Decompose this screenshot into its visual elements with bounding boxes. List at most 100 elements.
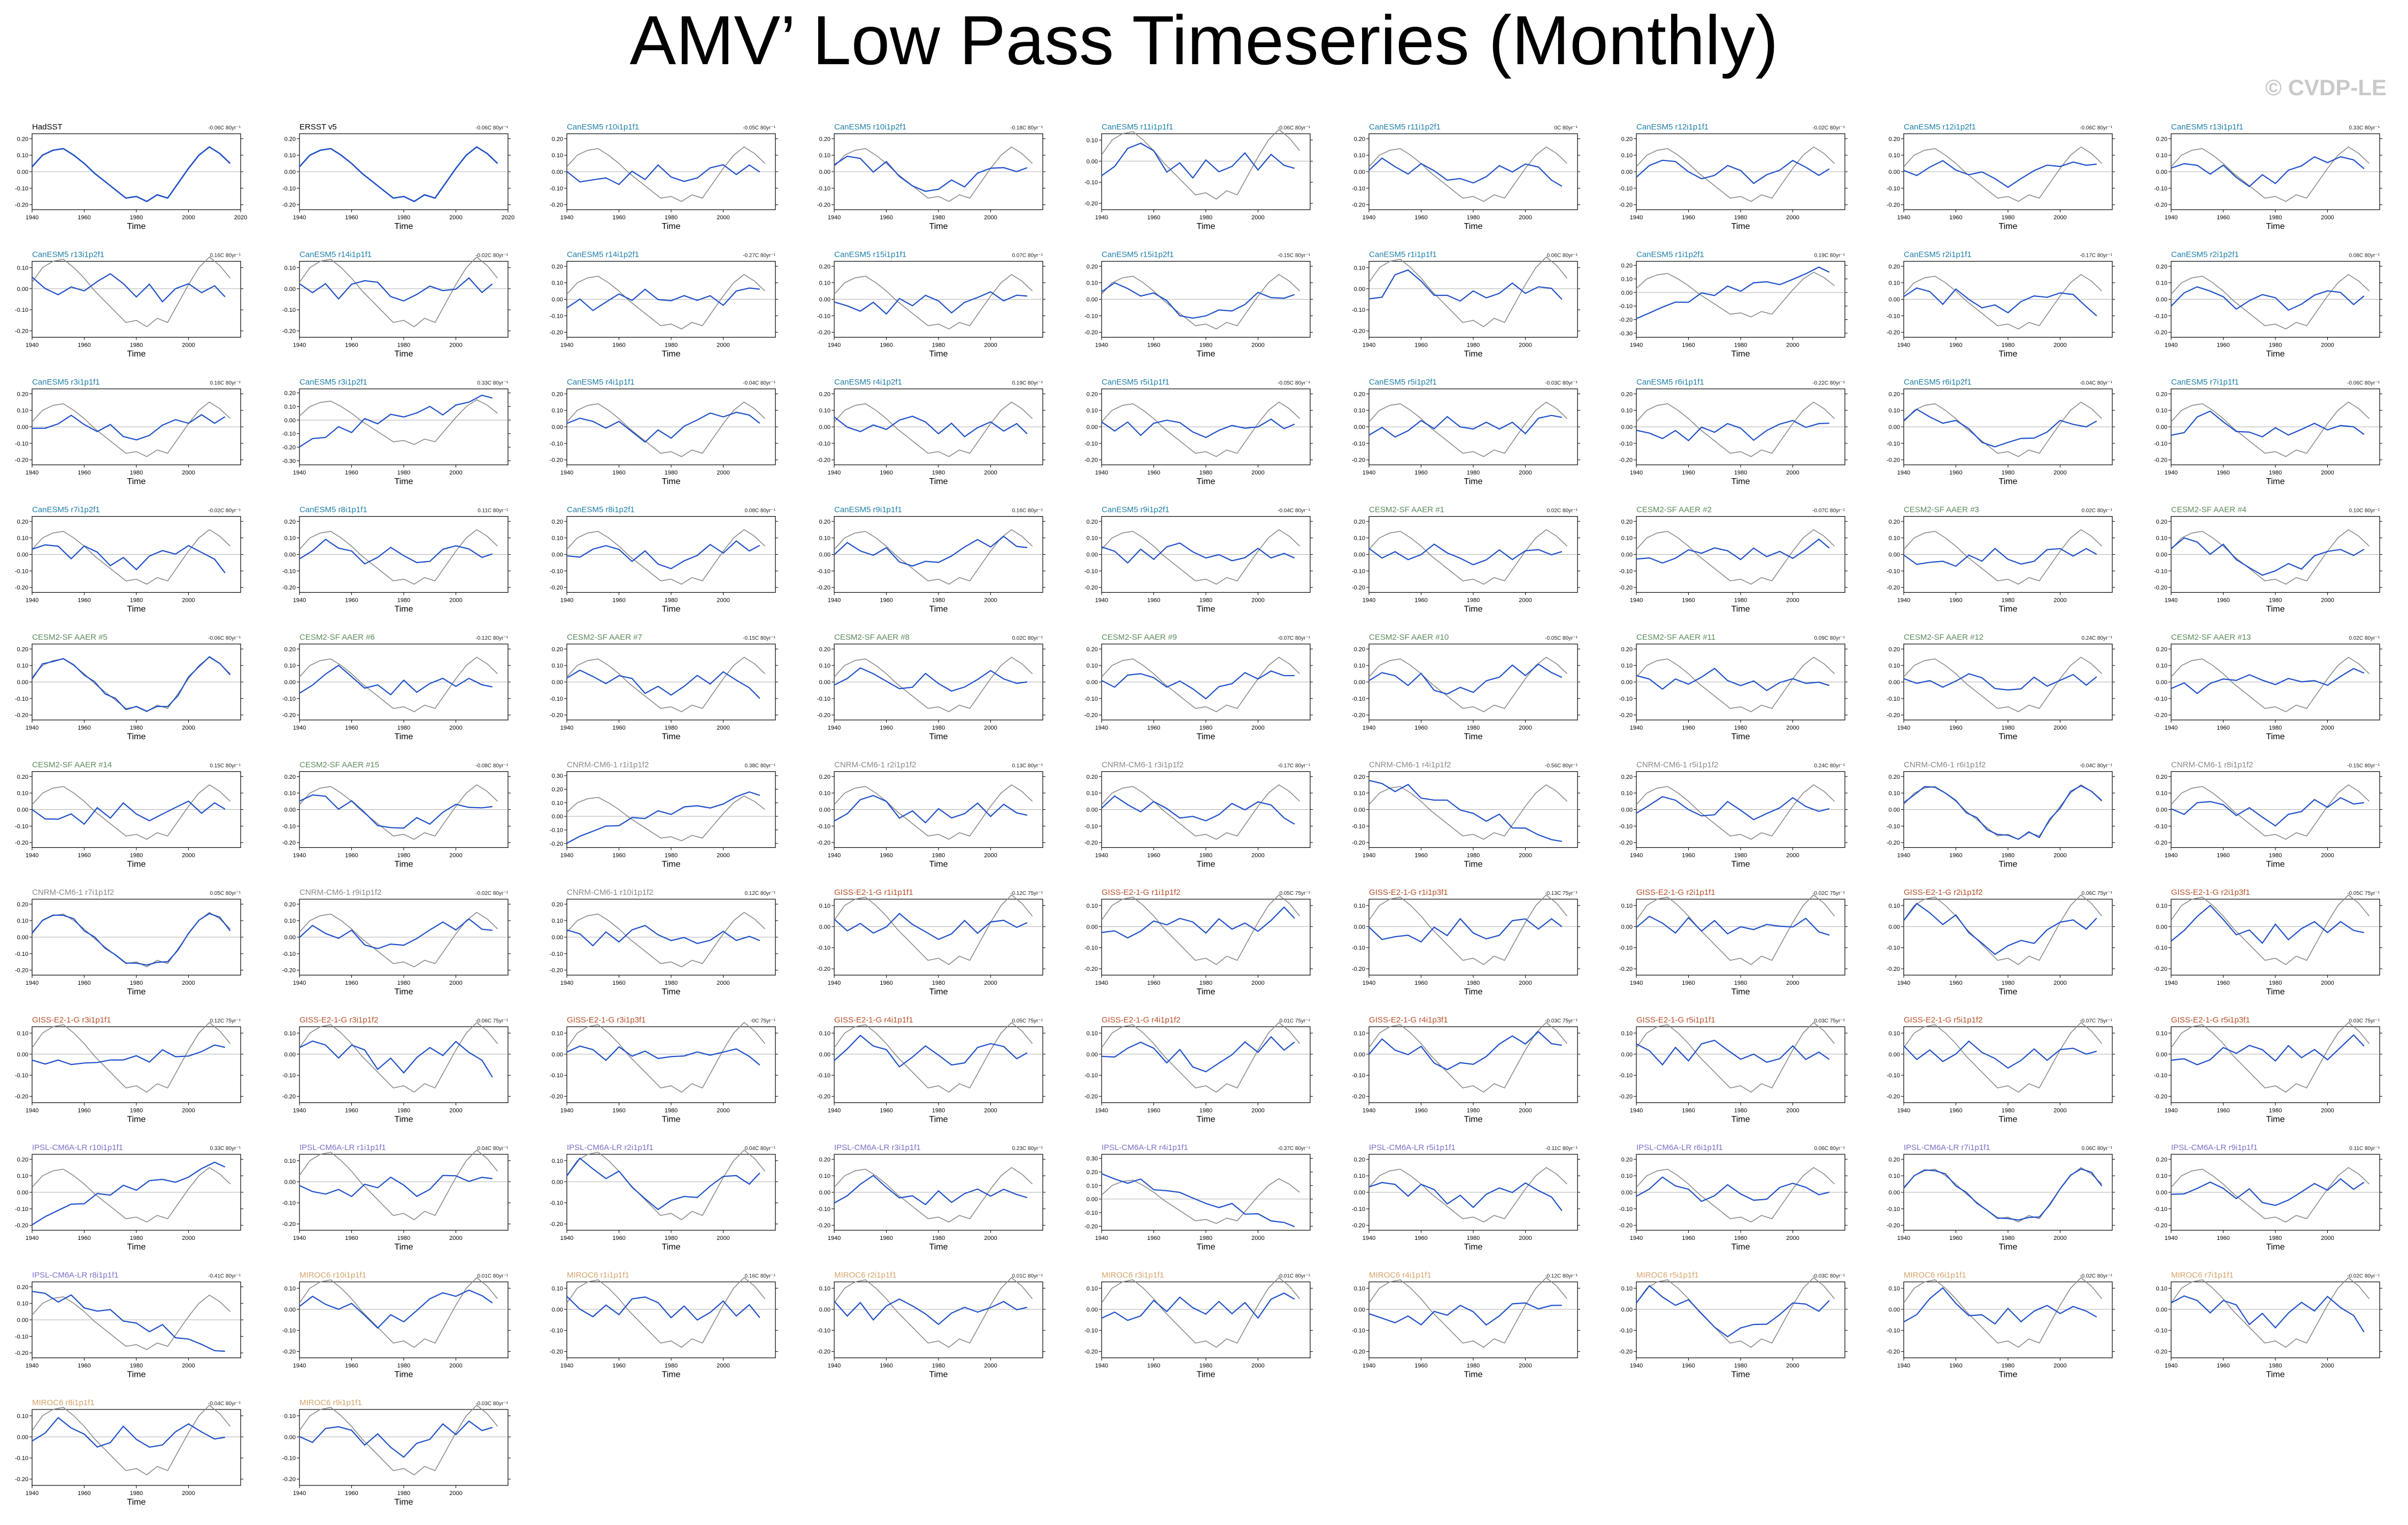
y-tick-label: -0.20 [15, 202, 28, 209]
plot-frame [2171, 1281, 2380, 1359]
y-tick-label: 0.00 [2156, 924, 2167, 930]
panel-title: GISS-E2-1-G r1i1p1f1 [834, 888, 913, 897]
y-tick-label: -0.30 [1619, 331, 1633, 337]
y-tick-label: 0.10 [552, 280, 563, 287]
obs-series-line [834, 401, 1033, 457]
y-tick-label: 0.00 [2156, 552, 2167, 558]
y-tick-label: -0.20 [550, 457, 563, 464]
y-tick-label: 0.10 [17, 1301, 28, 1307]
y-tick-label: -0.10 [1887, 568, 1900, 574]
x-tick-label: 2000 [449, 1108, 462, 1114]
y-tick-label: 0.20 [284, 519, 296, 525]
x-tick-label: 1940 [293, 214, 306, 221]
plot-frame [1636, 1026, 1845, 1103]
amv-panel: CanESM5 r12i1p1f1 -0.02C 80yr⁻¹ 0.20 0.10 0.… [1619, 122, 1848, 231]
trend-label: -0.05C 75yr⁻¹ [2347, 891, 2380, 896]
trend-label: 0.38C 80yr⁻¹ [744, 763, 775, 769]
panel-title: CanESM5 r4i1p2f1 [834, 378, 902, 387]
x-axis-label: Time [1464, 605, 1483, 614]
obs-series-line [1636, 656, 1835, 712]
y-tick-label: 0.10 [1889, 1285, 1900, 1292]
obs-series-line [566, 274, 766, 330]
y-tick-label: 0.00 [1354, 286, 1365, 293]
y-tick-label: -0.10 [1084, 441, 1098, 447]
obs-series-line [1101, 1022, 1301, 1093]
obs-series-line [32, 784, 231, 840]
x-axis-label: Time [1464, 350, 1483, 359]
y-tick-label: -0.20 [1887, 329, 1900, 336]
x-axis-label: Time [1197, 1243, 1215, 1252]
y-tick-label: 0.00 [819, 552, 830, 558]
x-tick-label: 1940 [1630, 853, 1643, 859]
x-axis-label: Time [1464, 222, 1483, 231]
x-tick-label: 1980 [932, 725, 945, 731]
y-tick-label: -0.10 [1887, 313, 1900, 319]
x-tick-label: 1940 [1095, 980, 1108, 986]
obs-series-line [299, 529, 498, 585]
model-series-line [1636, 538, 1830, 564]
y-tick-label: -0.10 [2154, 186, 2167, 192]
x-tick-label: 1940 [560, 853, 573, 859]
x-axis-label: Time [1999, 222, 2018, 231]
model-series-line [834, 667, 1027, 692]
y-tick-label: -0.10 [1084, 180, 1098, 186]
x-tick-label: 1940 [1630, 342, 1643, 349]
obs-series-line [1368, 1167, 1568, 1223]
y-tick-label: 0.20 [819, 264, 830, 270]
x-tick-label: 2000 [984, 1235, 997, 1242]
y-tick-label: 0.10 [284, 265, 296, 271]
y-tick-label: 0.00 [1087, 679, 1098, 686]
amv-panel: CNRM-CM6-1 r9i1p1f2 -0.02C 80yr⁻¹ 0.20 0.10… [282, 888, 511, 997]
y-tick-label: 0.10 [2156, 280, 2167, 287]
trend-label: -0.56C 80yr⁻¹ [1545, 763, 1578, 769]
y-tick-label: 0.20 [819, 391, 830, 397]
x-axis-label: Time [2266, 222, 2285, 231]
x-tick-label: 1940 [1095, 342, 1108, 349]
amv-panel: MIROC6 r7i1p1f1 -0.02C 80yr⁻¹ 0.10 0.00 -0.1… [2154, 1271, 2382, 1380]
model-series-line [1903, 673, 2097, 691]
y-tick-label: 0.10 [1621, 152, 1633, 159]
plot-frame [1101, 1154, 1311, 1231]
y-tick-label: -0.20 [1084, 201, 1098, 207]
y-tick-label: -0.10 [1619, 823, 1633, 830]
amv-panel: CESM2-SF AAER #7 -0.15C 80yr⁻¹ 0.20 0.10 0.0… [550, 633, 778, 741]
y-tick-label: -0.20 [550, 1221, 563, 1228]
amv-panel: GISS-E2-1-G r1i1p3f1 -0.13C 75yr⁻¹ 0.10 0.0… [1352, 888, 1580, 997]
panel-title: GISS-E2-1-G r4i1p1f2 [1102, 1016, 1181, 1025]
x-tick-label: 2000 [449, 1235, 462, 1242]
y-tick-label: -0.10 [1619, 568, 1633, 574]
y-tick-label: -0.10 [817, 823, 830, 830]
y-tick-label: -0.10 [2154, 945, 2167, 952]
obs-series-line [2171, 146, 2370, 202]
y-tick-label: -0.10 [1887, 186, 1900, 192]
x-tick-label: 1980 [2002, 342, 2014, 349]
x-tick-label: 1940 [1095, 1363, 1108, 1369]
x-tick-label: 2000 [1251, 342, 1264, 349]
model-series-line [1101, 142, 1295, 179]
x-tick-label: 1980 [1734, 470, 1747, 476]
amv-panel: GISS-E2-1-G r5i1p3f1 0.03C 75yr⁻¹ 0.10 0.00… [2154, 1016, 2382, 1124]
x-tick-label: 1980 [397, 725, 410, 731]
x-tick-label: 2000 [1519, 214, 1532, 221]
x-tick-label: 1980 [932, 470, 945, 476]
y-tick-label: -0.10 [817, 313, 830, 319]
y-tick-label: -0.20 [2154, 1349, 2167, 1355]
model-series-line [1101, 795, 1295, 825]
y-tick-label: -0.10 [1352, 1072, 1365, 1079]
x-axis-label: Time [127, 477, 146, 486]
panel-title: CESM2-SF AAER #1 [1369, 505, 1444, 515]
obs-series-line [1636, 1022, 1835, 1093]
x-tick-label: 1940 [1363, 597, 1375, 604]
amv-panel: CESM2-SF AAER #10 -0.05C 80yr⁻¹ 0.20 0.10 0.… [1352, 633, 1580, 741]
amv-panel: CanESM5 r13i1p1f1 0.33C 80yr⁻¹ 0.20 0.10 0.0… [2154, 122, 2382, 231]
panel-title: CESM2-SF AAER #2 [1636, 505, 1712, 515]
y-tick-label: -0.20 [550, 1349, 563, 1355]
x-tick-label: 2000 [717, 725, 729, 731]
trend-label: 0.11C 80yr⁻¹ [478, 508, 508, 514]
obs-series-line [299, 399, 498, 445]
y-tick-label: 0.00 [284, 169, 296, 175]
x-axis-label: Time [2266, 987, 2285, 997]
y-tick-label: 0.20 [17, 519, 28, 525]
y-tick-label: -0.20 [15, 968, 28, 974]
panel-title: IPSL-CM6A-LR r8i1p1f1 [32, 1271, 119, 1280]
